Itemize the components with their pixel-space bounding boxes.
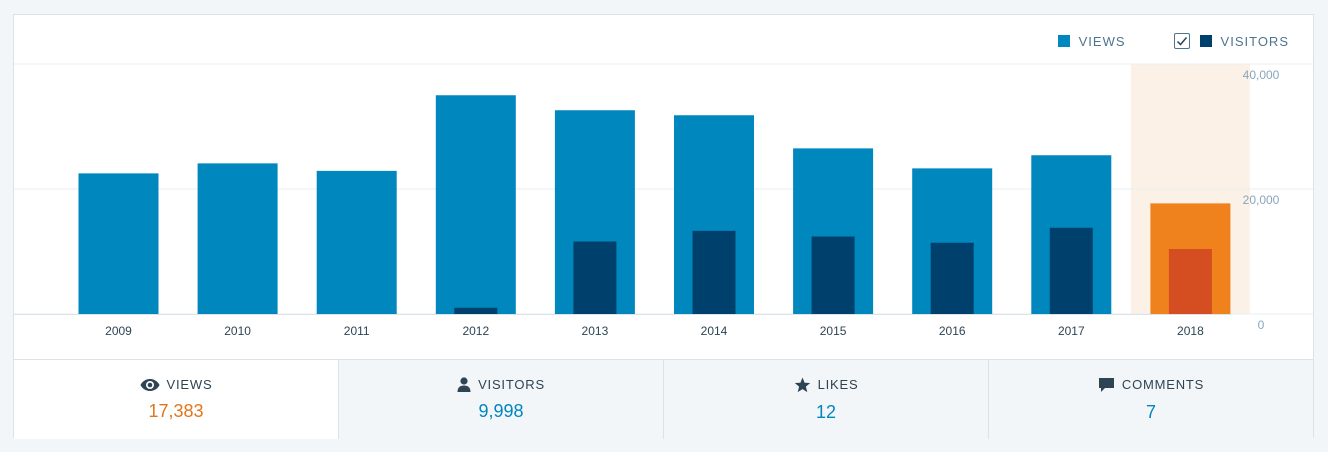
- bar-visitors: [692, 230, 736, 314]
- visitors-swatch: [1199, 35, 1212, 47]
- legend-views-label: VIEWS: [1078, 33, 1126, 49]
- tab-visitors-value: 9,998: [478, 401, 524, 421]
- bar-chart: 0 20,000 40,000 2009 2010 2011 2012 2013 2014 201…: [14, 63, 1313, 338]
- x-tick-label: 2015: [820, 324, 847, 338]
- person-icon: [457, 377, 471, 392]
- tab-likes-value: 12: [815, 401, 837, 422]
- bar-views: [316, 170, 397, 314]
- legend-visitors[interactable]: VISITORS: [1126, 33, 1289, 49]
- views-swatch: [1057, 35, 1070, 47]
- x-tick-label: 2010: [224, 324, 251, 338]
- y-tick-label: 0: [1258, 318, 1265, 332]
- tab-views[interactable]: VIEWS 17,383: [14, 360, 338, 439]
- tab-likes-header: LIKES: [794, 377, 859, 393]
- tab-comments-header: COMMENTS: [1098, 377, 1204, 393]
- x-tick-label: 2012: [462, 324, 489, 338]
- comment-icon: [1098, 377, 1114, 392]
- eye-icon: [140, 378, 160, 391]
- x-tick-label: 2013: [582, 324, 609, 338]
- chart-legend: VIEWS VISITORS: [1057, 33, 1289, 49]
- tab-visitors-header: VISITORS: [457, 377, 545, 392]
- tab-views-value: 17,383: [148, 401, 204, 421]
- stats-card: VIEWS VISITORS 0 20,000 40,000 2009 2010 2011…: [13, 14, 1314, 439]
- x-tick-label: 2011: [344, 324, 370, 338]
- bar-visitors: [454, 307, 498, 314]
- tab-likes-label: LIKES: [817, 377, 859, 392]
- bar-views: [197, 163, 278, 314]
- bar-visitors: [930, 242, 974, 314]
- bar-visitors: [1168, 249, 1212, 314]
- tab-comments[interactable]: COMMENTS 7: [988, 360, 1313, 439]
- bar-visitors: [1049, 227, 1093, 314]
- tab-comments-value: 7: [1145, 401, 1156, 422]
- bar-views: [78, 173, 159, 314]
- visitors-checkbox[interactable]: [1173, 33, 1190, 49]
- legend-visitors-label: VISITORS: [1220, 33, 1289, 49]
- y-tick-label: 40,000: [1243, 68, 1280, 82]
- y-tick-label: 20,000: [1243, 193, 1280, 207]
- x-tick-label: 2009: [105, 324, 132, 338]
- tab-visitors-label: VISITORS: [478, 377, 545, 392]
- x-tick-label: 2017: [1058, 324, 1085, 338]
- tab-likes[interactable]: LIKES 12: [663, 360, 988, 439]
- x-tick-label: 2016: [939, 324, 966, 338]
- tab-comments-label: COMMENTS: [1121, 377, 1205, 392]
- bar-views: [435, 95, 516, 314]
- stats-tabs: VIEWS 17,383 VISITORS 9,998 LIKES 12: [14, 359, 1313, 439]
- legend-views: VIEWS: [1057, 33, 1126, 49]
- tab-views-label: VIEWS: [166, 377, 213, 392]
- tab-visitors[interactable]: VISITORS 9,998: [338, 360, 663, 439]
- x-tick-label: 2014: [701, 324, 728, 338]
- bar-visitors: [573, 241, 617, 314]
- star-icon: [794, 377, 810, 392]
- tab-views-header: VIEWS: [140, 377, 213, 392]
- checkmark-icon: [1176, 37, 1187, 46]
- x-tick-label: 2018: [1177, 324, 1204, 338]
- bar-visitors: [811, 236, 855, 314]
